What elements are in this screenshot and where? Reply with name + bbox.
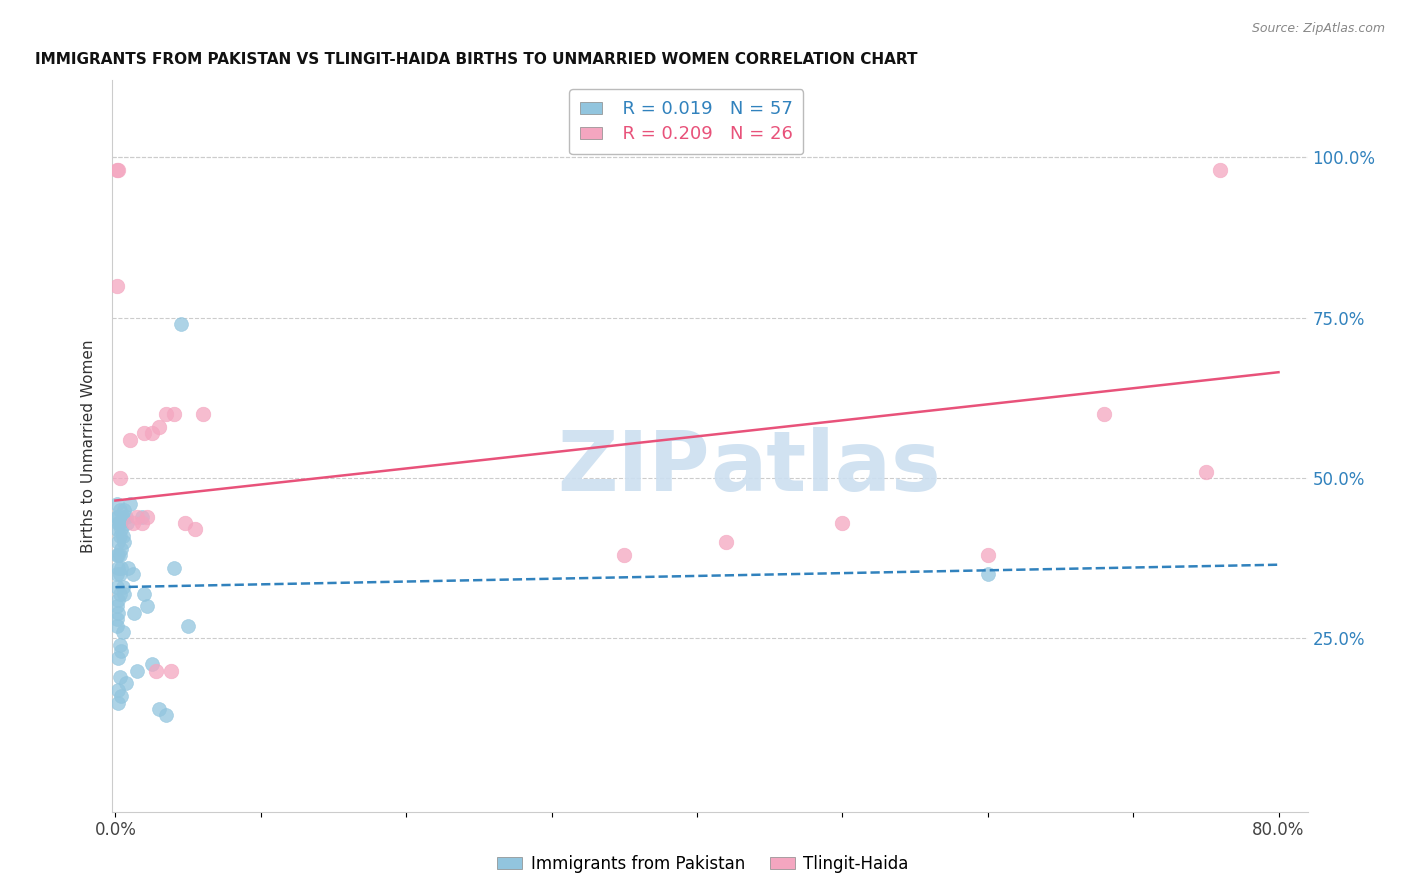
Point (107, 682, 129, 697)
Point (155, 407, 177, 421)
Point (112, 586, 135, 600)
Point (105, 523, 128, 537)
Point (118, 433, 141, 447)
Point (111, 625, 134, 640)
Point (107, 535, 129, 549)
Point (105, 612, 128, 626)
Point (148, 702, 170, 716)
Point (110, 541, 132, 556)
Point (136, 599, 159, 614)
Point (191, 407, 214, 421)
Point (105, 580, 128, 594)
Point (127, 664, 149, 678)
Point (105, 278, 128, 293)
Point (1092, 407, 1115, 421)
Point (108, 548, 131, 562)
Point (105, 599, 128, 614)
Y-axis label: Births to Unmarried Women: Births to Unmarried Women (80, 339, 96, 553)
Point (108, 567, 131, 582)
Point (112, 503, 135, 517)
Point (105, 497, 128, 511)
Point (121, 567, 143, 582)
Point (111, 529, 134, 543)
Point (131, 509, 153, 524)
Point (159, 664, 181, 678)
Point (118, 497, 141, 511)
Text: atlas: atlas (710, 427, 941, 508)
Point (148, 419, 170, 434)
Point (108, 529, 131, 543)
Point (134, 426, 156, 441)
Point (1209, 163, 1232, 178)
Point (110, 523, 132, 537)
Point (162, 407, 184, 421)
Point (105, 163, 128, 178)
Point (117, 561, 139, 575)
Point (141, 426, 163, 441)
Point (174, 516, 197, 530)
Point (108, 471, 131, 485)
Point (108, 638, 131, 652)
Point (112, 535, 135, 549)
Point (108, 503, 131, 517)
Point (1195, 465, 1218, 479)
Point (977, 567, 1000, 582)
Point (124, 606, 146, 620)
Point (105, 548, 128, 562)
Point (114, 509, 136, 524)
Text: IMMIGRANTS FROM PAKISTAN VS TLINGIT-HAIDA BIRTHS TO UNMARRIED WOMEN CORRELATION : IMMIGRANTS FROM PAKISTAN VS TLINGIT-HAID… (35, 52, 917, 67)
Point (184, 523, 207, 537)
Point (145, 664, 167, 678)
Point (108, 516, 131, 530)
Point (136, 509, 159, 524)
Text: Source: ZipAtlas.com: Source: ZipAtlas.com (1251, 22, 1385, 36)
Point (107, 548, 129, 562)
Point (110, 690, 132, 704)
Point (613, 548, 636, 562)
Point (110, 644, 132, 658)
Point (107, 509, 129, 524)
Legend: Immigrants from Pakistan, Tlingit-Haida: Immigrants from Pakistan, Tlingit-Haida (491, 848, 915, 880)
Point (105, 618, 128, 632)
Point (977, 548, 1000, 562)
Legend:   R = 0.019   N = 57,   R = 0.209   N = 26: R = 0.019 N = 57, R = 0.209 N = 26 (569, 89, 803, 154)
Point (107, 696, 129, 710)
Point (121, 516, 143, 530)
Point (107, 163, 129, 178)
Point (110, 561, 132, 575)
Point (131, 516, 153, 530)
Point (114, 676, 136, 690)
Point (115, 516, 138, 530)
Text: ZIP: ZIP (558, 427, 710, 508)
Point (107, 606, 129, 620)
Point (162, 561, 184, 575)
Point (107, 593, 129, 607)
Point (108, 670, 131, 684)
Point (107, 516, 129, 530)
Point (127, 509, 149, 524)
Point (141, 657, 163, 672)
Point (105, 567, 128, 582)
Point (108, 586, 131, 600)
Point (107, 561, 129, 575)
Point (107, 650, 129, 665)
Point (177, 618, 200, 632)
Point (155, 708, 177, 723)
Point (105, 509, 128, 524)
Point (111, 580, 134, 594)
Point (831, 516, 853, 530)
Point (111, 509, 134, 524)
Point (170, 317, 193, 331)
Point (714, 535, 737, 549)
Point (134, 586, 156, 600)
